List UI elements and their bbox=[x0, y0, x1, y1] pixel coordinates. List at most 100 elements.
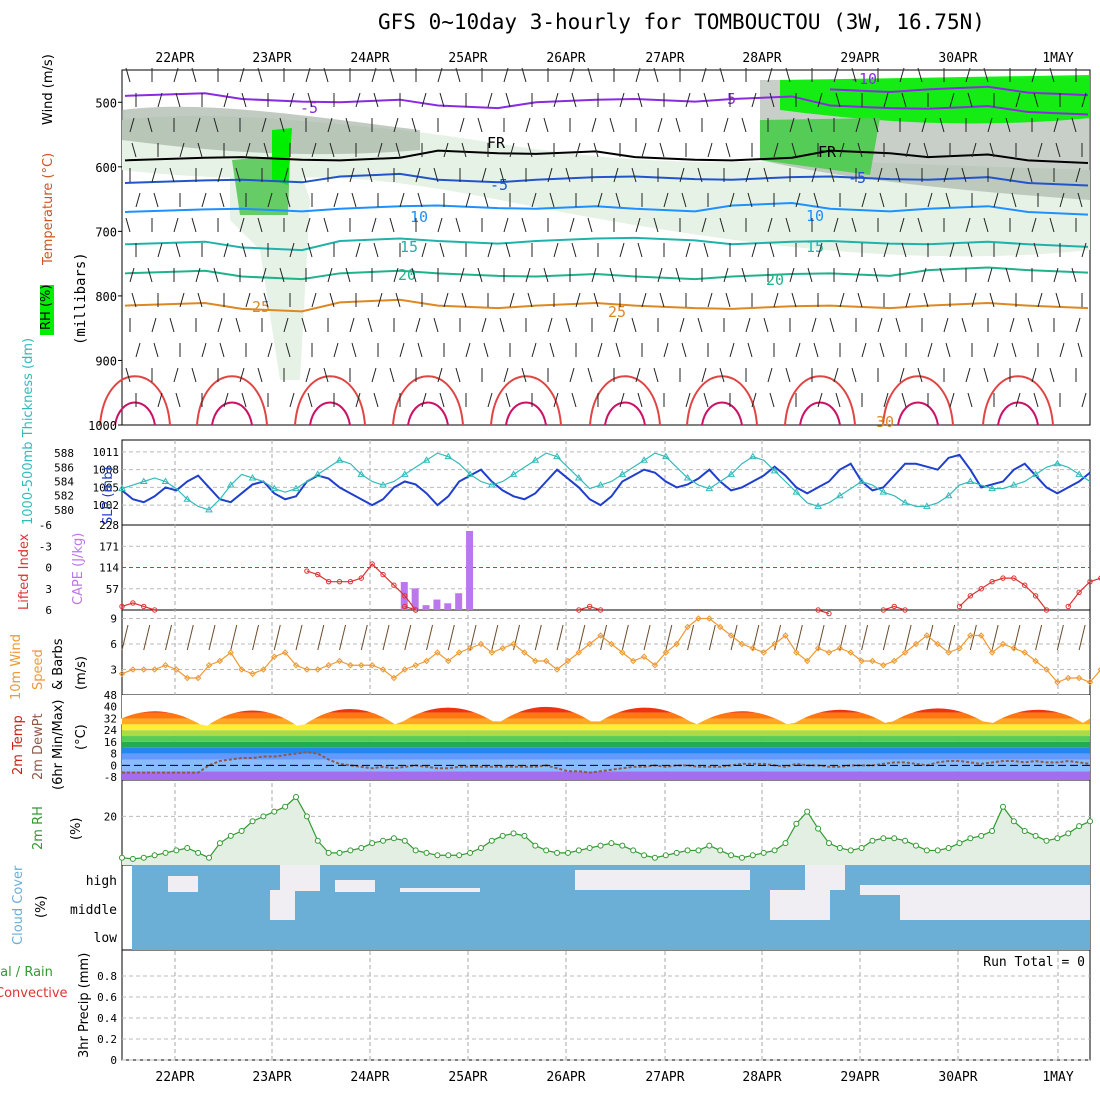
wind-barb-10m bbox=[839, 624, 847, 651]
wind-barb bbox=[191, 217, 197, 233]
contour-label-6: -5 bbox=[848, 169, 866, 187]
rh2m-point bbox=[195, 849, 202, 856]
wind-barb bbox=[443, 292, 449, 308]
wind-barb bbox=[443, 142, 449, 158]
wind-barb bbox=[1049, 217, 1055, 233]
li-point bbox=[891, 603, 897, 610]
wind-barb bbox=[857, 142, 863, 158]
top-date-26APR: 26APR bbox=[546, 51, 585, 66]
wind-barb bbox=[1075, 167, 1081, 183]
li-point bbox=[1000, 575, 1006, 581]
wind-barb-10m bbox=[556, 624, 564, 651]
upper-ytick-700: 700 bbox=[95, 225, 117, 239]
wind-barb bbox=[877, 167, 883, 183]
wind-barb bbox=[785, 67, 791, 83]
wind-barb bbox=[195, 267, 201, 283]
wind-point bbox=[847, 649, 854, 656]
rh2m-point bbox=[1087, 818, 1093, 825]
wind-barb-10m bbox=[708, 624, 716, 651]
wind-barb bbox=[917, 67, 923, 83]
wind-point bbox=[521, 649, 528, 656]
li-point bbox=[1043, 607, 1050, 613]
wind-barb bbox=[465, 342, 471, 358]
thick-tick-588: 588 bbox=[54, 447, 74, 460]
li-point bbox=[347, 578, 354, 585]
wind-barb bbox=[641, 292, 647, 308]
wind-point bbox=[292, 662, 300, 669]
wind-barb bbox=[663, 192, 669, 208]
contour-label-14: 25 bbox=[608, 303, 626, 321]
wind-barb bbox=[219, 342, 225, 358]
wind-point bbox=[771, 640, 778, 648]
wind-barb bbox=[619, 92, 625, 108]
wind-barb bbox=[389, 367, 395, 383]
wind-point bbox=[271, 653, 278, 660]
wind-point bbox=[934, 640, 941, 648]
wind-barb bbox=[201, 192, 207, 208]
wind-barb bbox=[983, 67, 989, 83]
wind-barb bbox=[433, 167, 439, 183]
rh-green-3 bbox=[780, 75, 1090, 124]
rh2m-point bbox=[554, 849, 561, 856]
wind-barb bbox=[411, 267, 417, 283]
thickness-point bbox=[205, 505, 213, 513]
rh-green-4 bbox=[760, 118, 880, 175]
rh2m-point bbox=[249, 818, 256, 825]
rh2m-point bbox=[728, 852, 735, 859]
wind-barb bbox=[201, 342, 207, 358]
warm-contour-outer-1 bbox=[196, 375, 268, 426]
contour-label-8: 10 bbox=[806, 207, 824, 225]
temp-tick-16: 16 bbox=[104, 736, 117, 749]
top-date-28APR: 28APR bbox=[742, 51, 781, 66]
temp-contour-1 bbox=[124, 92, 1089, 116]
li-point bbox=[1098, 575, 1100, 581]
wind-barb bbox=[505, 92, 511, 108]
rh2m-point bbox=[804, 808, 811, 815]
temp-label-2: 2m DewPt bbox=[31, 713, 46, 780]
li-point bbox=[151, 607, 158, 613]
temp-band-0 bbox=[122, 771, 1090, 780]
thickness-point bbox=[466, 470, 474, 477]
warm-contour-outer-7 bbox=[784, 375, 856, 426]
wind-barb bbox=[657, 267, 663, 283]
wind-point bbox=[716, 623, 724, 631]
wind-barb bbox=[785, 217, 791, 233]
thickness-point bbox=[118, 484, 126, 492]
wind-barb bbox=[719, 367, 725, 383]
wind-point bbox=[1065, 674, 1072, 682]
wind-point bbox=[358, 662, 365, 669]
wind-point bbox=[564, 657, 572, 665]
rh2m-point bbox=[358, 845, 365, 851]
top-date-22APR: 22APR bbox=[155, 51, 194, 66]
wind-barb bbox=[835, 392, 841, 408]
rh2m-point bbox=[151, 852, 158, 859]
wind-barb bbox=[267, 342, 273, 358]
wind-barb bbox=[257, 217, 263, 233]
thickness-point bbox=[1009, 481, 1018, 488]
wind-barb bbox=[235, 317, 241, 333]
wind-barb bbox=[355, 392, 361, 408]
wind-barb bbox=[1059, 342, 1065, 358]
wind-barb bbox=[701, 367, 707, 383]
temperature-label: Temperature (°C) bbox=[41, 153, 56, 266]
wind-barb bbox=[767, 67, 773, 83]
wind-barb bbox=[989, 142, 995, 158]
li-point bbox=[978, 586, 984, 592]
cape-tick-171: 171 bbox=[99, 540, 119, 553]
rh2m-point bbox=[978, 832, 985, 839]
wind10m-label-3: & Barbs bbox=[51, 638, 66, 690]
wind-barb bbox=[927, 192, 933, 208]
wind-barb bbox=[939, 117, 945, 133]
wind-barb bbox=[1053, 117, 1059, 133]
wind-barb bbox=[833, 67, 839, 83]
thickness-point bbox=[835, 491, 844, 499]
li-line bbox=[121, 602, 155, 611]
wind-barb bbox=[1071, 267, 1077, 283]
rh2m-unit: (%) bbox=[69, 818, 84, 841]
wind-barb bbox=[301, 317, 307, 333]
bottom-date-23APR: 23APR bbox=[252, 1070, 291, 1085]
rh2m-point bbox=[956, 840, 963, 847]
wind-point bbox=[151, 666, 158, 673]
wind-point bbox=[793, 649, 800, 656]
